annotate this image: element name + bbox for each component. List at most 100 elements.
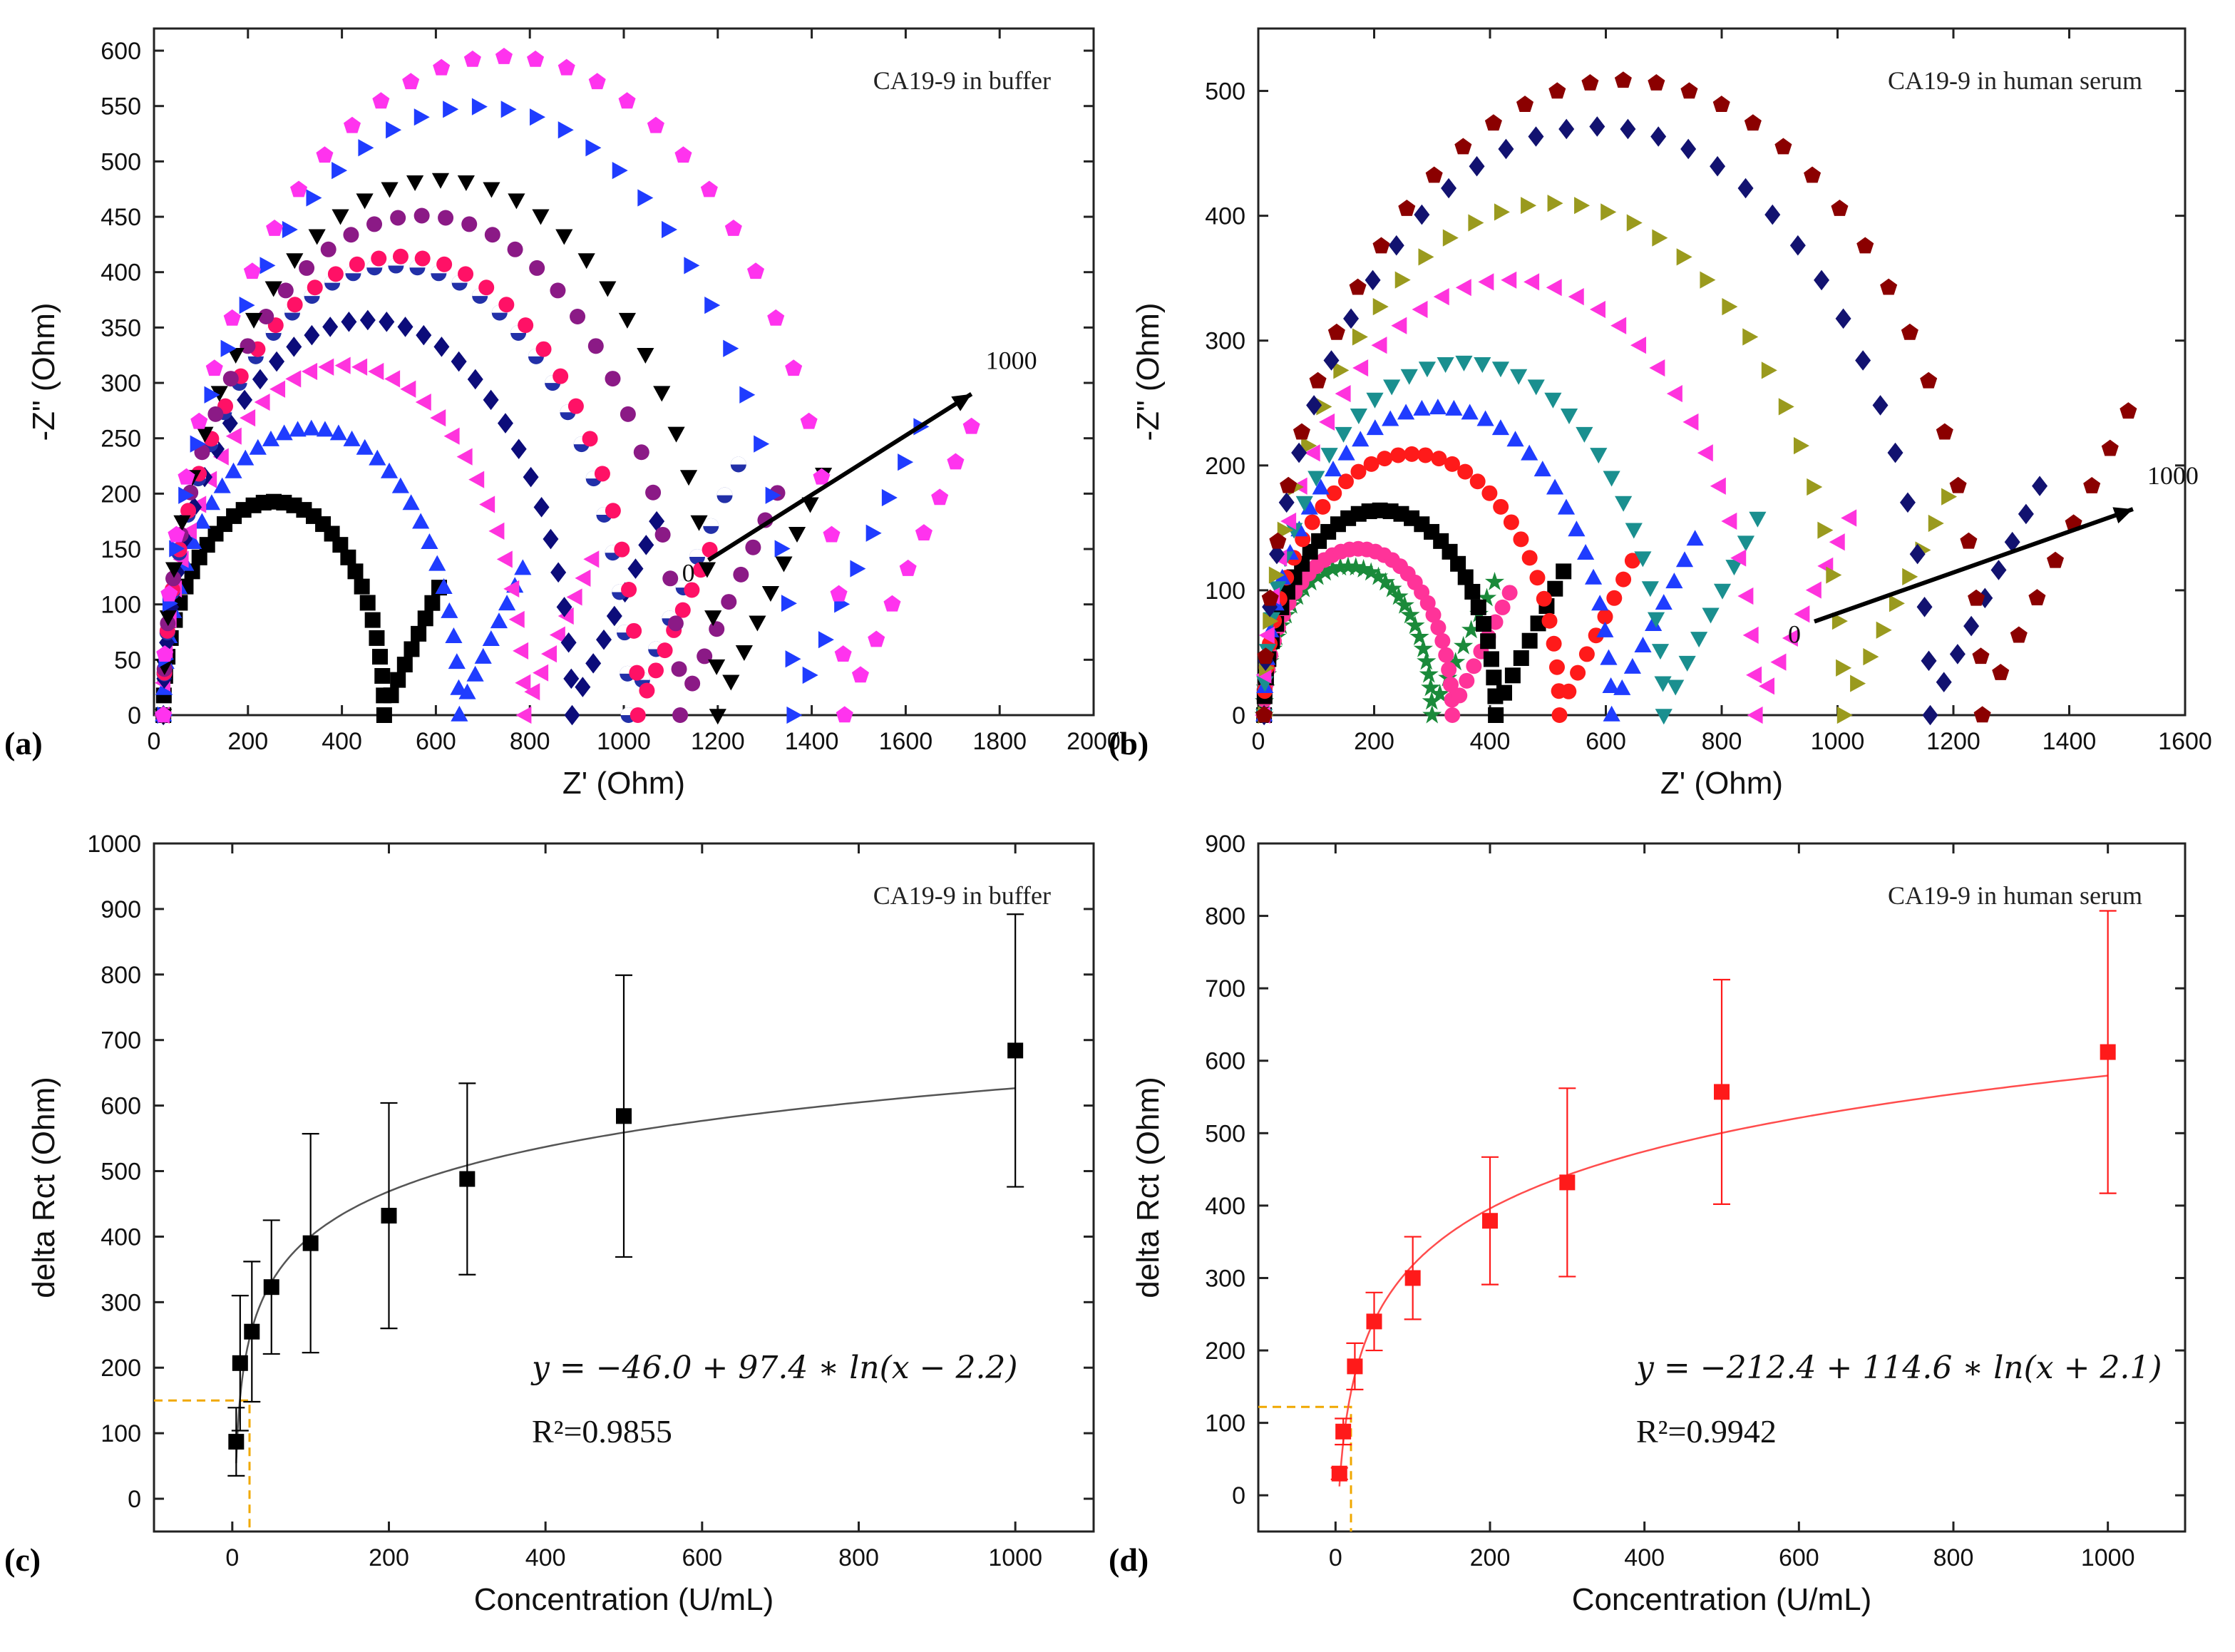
x-axis-title: Z' (Ohm): [1660, 766, 1783, 801]
data-point: [570, 308, 586, 324]
data-point: [356, 193, 374, 210]
data-point: [450, 679, 468, 695]
data-point: [1623, 657, 1641, 674]
data-point: [555, 229, 573, 245]
data-point: [207, 406, 224, 422]
data-point: [1442, 543, 1458, 560]
data-point: [1454, 138, 1472, 155]
data-point: [275, 424, 293, 441]
data-point: [1494, 203, 1510, 221]
data-point: [1737, 535, 1755, 552]
y-tick-label: 500: [1205, 78, 1245, 106]
data-point: [1468, 214, 1484, 232]
data-point: [709, 621, 725, 637]
lod-guide: [154, 1399, 251, 1532]
data-point: [379, 312, 395, 332]
y-tick-label: 100: [1205, 1410, 1245, 1437]
y-axis-title: -Z" (Ohm): [26, 302, 61, 441]
data-point: [451, 705, 468, 722]
data-point: [415, 393, 431, 411]
data-point: [372, 92, 390, 109]
data-point: [550, 562, 567, 583]
data-point: [413, 108, 430, 126]
data-point: [190, 435, 206, 453]
x-tick-label: 1600: [2158, 728, 2212, 755]
y-tick-label: 400: [101, 260, 141, 287]
data-point: [1654, 676, 1672, 692]
y-tick-label: 500: [101, 1159, 141, 1186]
data-point: [1835, 308, 1851, 329]
data-point: [1527, 379, 1545, 396]
data-point: [1469, 155, 1485, 177]
data-point: [1377, 451, 1393, 467]
data-point: [1255, 706, 1273, 723]
data-point: [508, 193, 525, 210]
data-point: [1269, 532, 1287, 549]
y-axis-title: delta Rct (Ohm): [26, 1077, 61, 1298]
data-point: [1461, 620, 1481, 639]
data-point: [1963, 615, 1980, 637]
data-point: [356, 438, 374, 455]
data-point: [316, 146, 334, 163]
arrow-end-label: 1000: [2147, 461, 2199, 490]
data-point: [332, 162, 348, 180]
data-point: [1626, 214, 1643, 232]
data-point: [2028, 589, 2046, 606]
data-point: [638, 535, 654, 555]
data-point: [225, 427, 242, 445]
data-point: [1486, 669, 1502, 686]
data-point: [168, 525, 185, 543]
data-point: [1394, 271, 1411, 289]
x-tick-label: 600: [416, 728, 456, 755]
data-point: [369, 449, 386, 466]
series-s6: [155, 248, 718, 723]
data-point: [830, 585, 848, 602]
data-point: [1949, 476, 1967, 493]
x-tick-label: 1000: [2081, 1544, 2135, 1571]
data-point: [381, 182, 399, 198]
data-point: [931, 488, 949, 506]
data-point: [785, 650, 801, 668]
data-point: [1899, 492, 1916, 513]
data-point: [1630, 337, 1647, 354]
data-point: [282, 220, 298, 239]
data-point: [633, 444, 649, 461]
data-point-highlight: [703, 518, 719, 526]
data-point: [1398, 199, 1416, 216]
data-point: [264, 281, 282, 297]
data-point: [1831, 199, 1849, 216]
x-tick-label: 0: [1252, 728, 1265, 755]
panel-a: 0 200 400 600 800 1000 1200 1400 1600 1800 2000050…: [4, 27, 1121, 801]
data-point: [1972, 647, 1990, 665]
data-point: [1610, 317, 1627, 334]
y-tick-label: 600: [101, 38, 141, 65]
data-point: [566, 588, 582, 606]
data-point: [532, 209, 550, 225]
data-point: [1667, 679, 1685, 696]
data-point: [244, 1323, 260, 1340]
data-point: [1454, 635, 1474, 655]
data-point: [316, 421, 334, 437]
data-point: [1793, 436, 1809, 455]
data-point: [390, 672, 406, 688]
series-s8: [155, 173, 833, 725]
data-point: [1880, 278, 1898, 295]
data-point: [1366, 419, 1384, 436]
x-tick-label: 1000: [988, 1544, 1042, 1571]
series-s8: [1258, 195, 1958, 724]
data-point: [639, 682, 655, 699]
data-point: [1280, 512, 1297, 530]
data-point: [302, 362, 318, 381]
data-point: [205, 359, 223, 376]
data-point: [1541, 612, 1558, 629]
data-point: [1263, 612, 1279, 630]
data-point: [898, 453, 914, 471]
data-point: [343, 227, 359, 243]
data-point: [1304, 514, 1320, 530]
data-point: [262, 430, 280, 446]
data-point: [1804, 166, 1822, 183]
data-point-highlight: [730, 456, 746, 465]
data-point: [456, 448, 473, 466]
data-point: [1309, 371, 1327, 389]
data-point: [1382, 410, 1399, 426]
